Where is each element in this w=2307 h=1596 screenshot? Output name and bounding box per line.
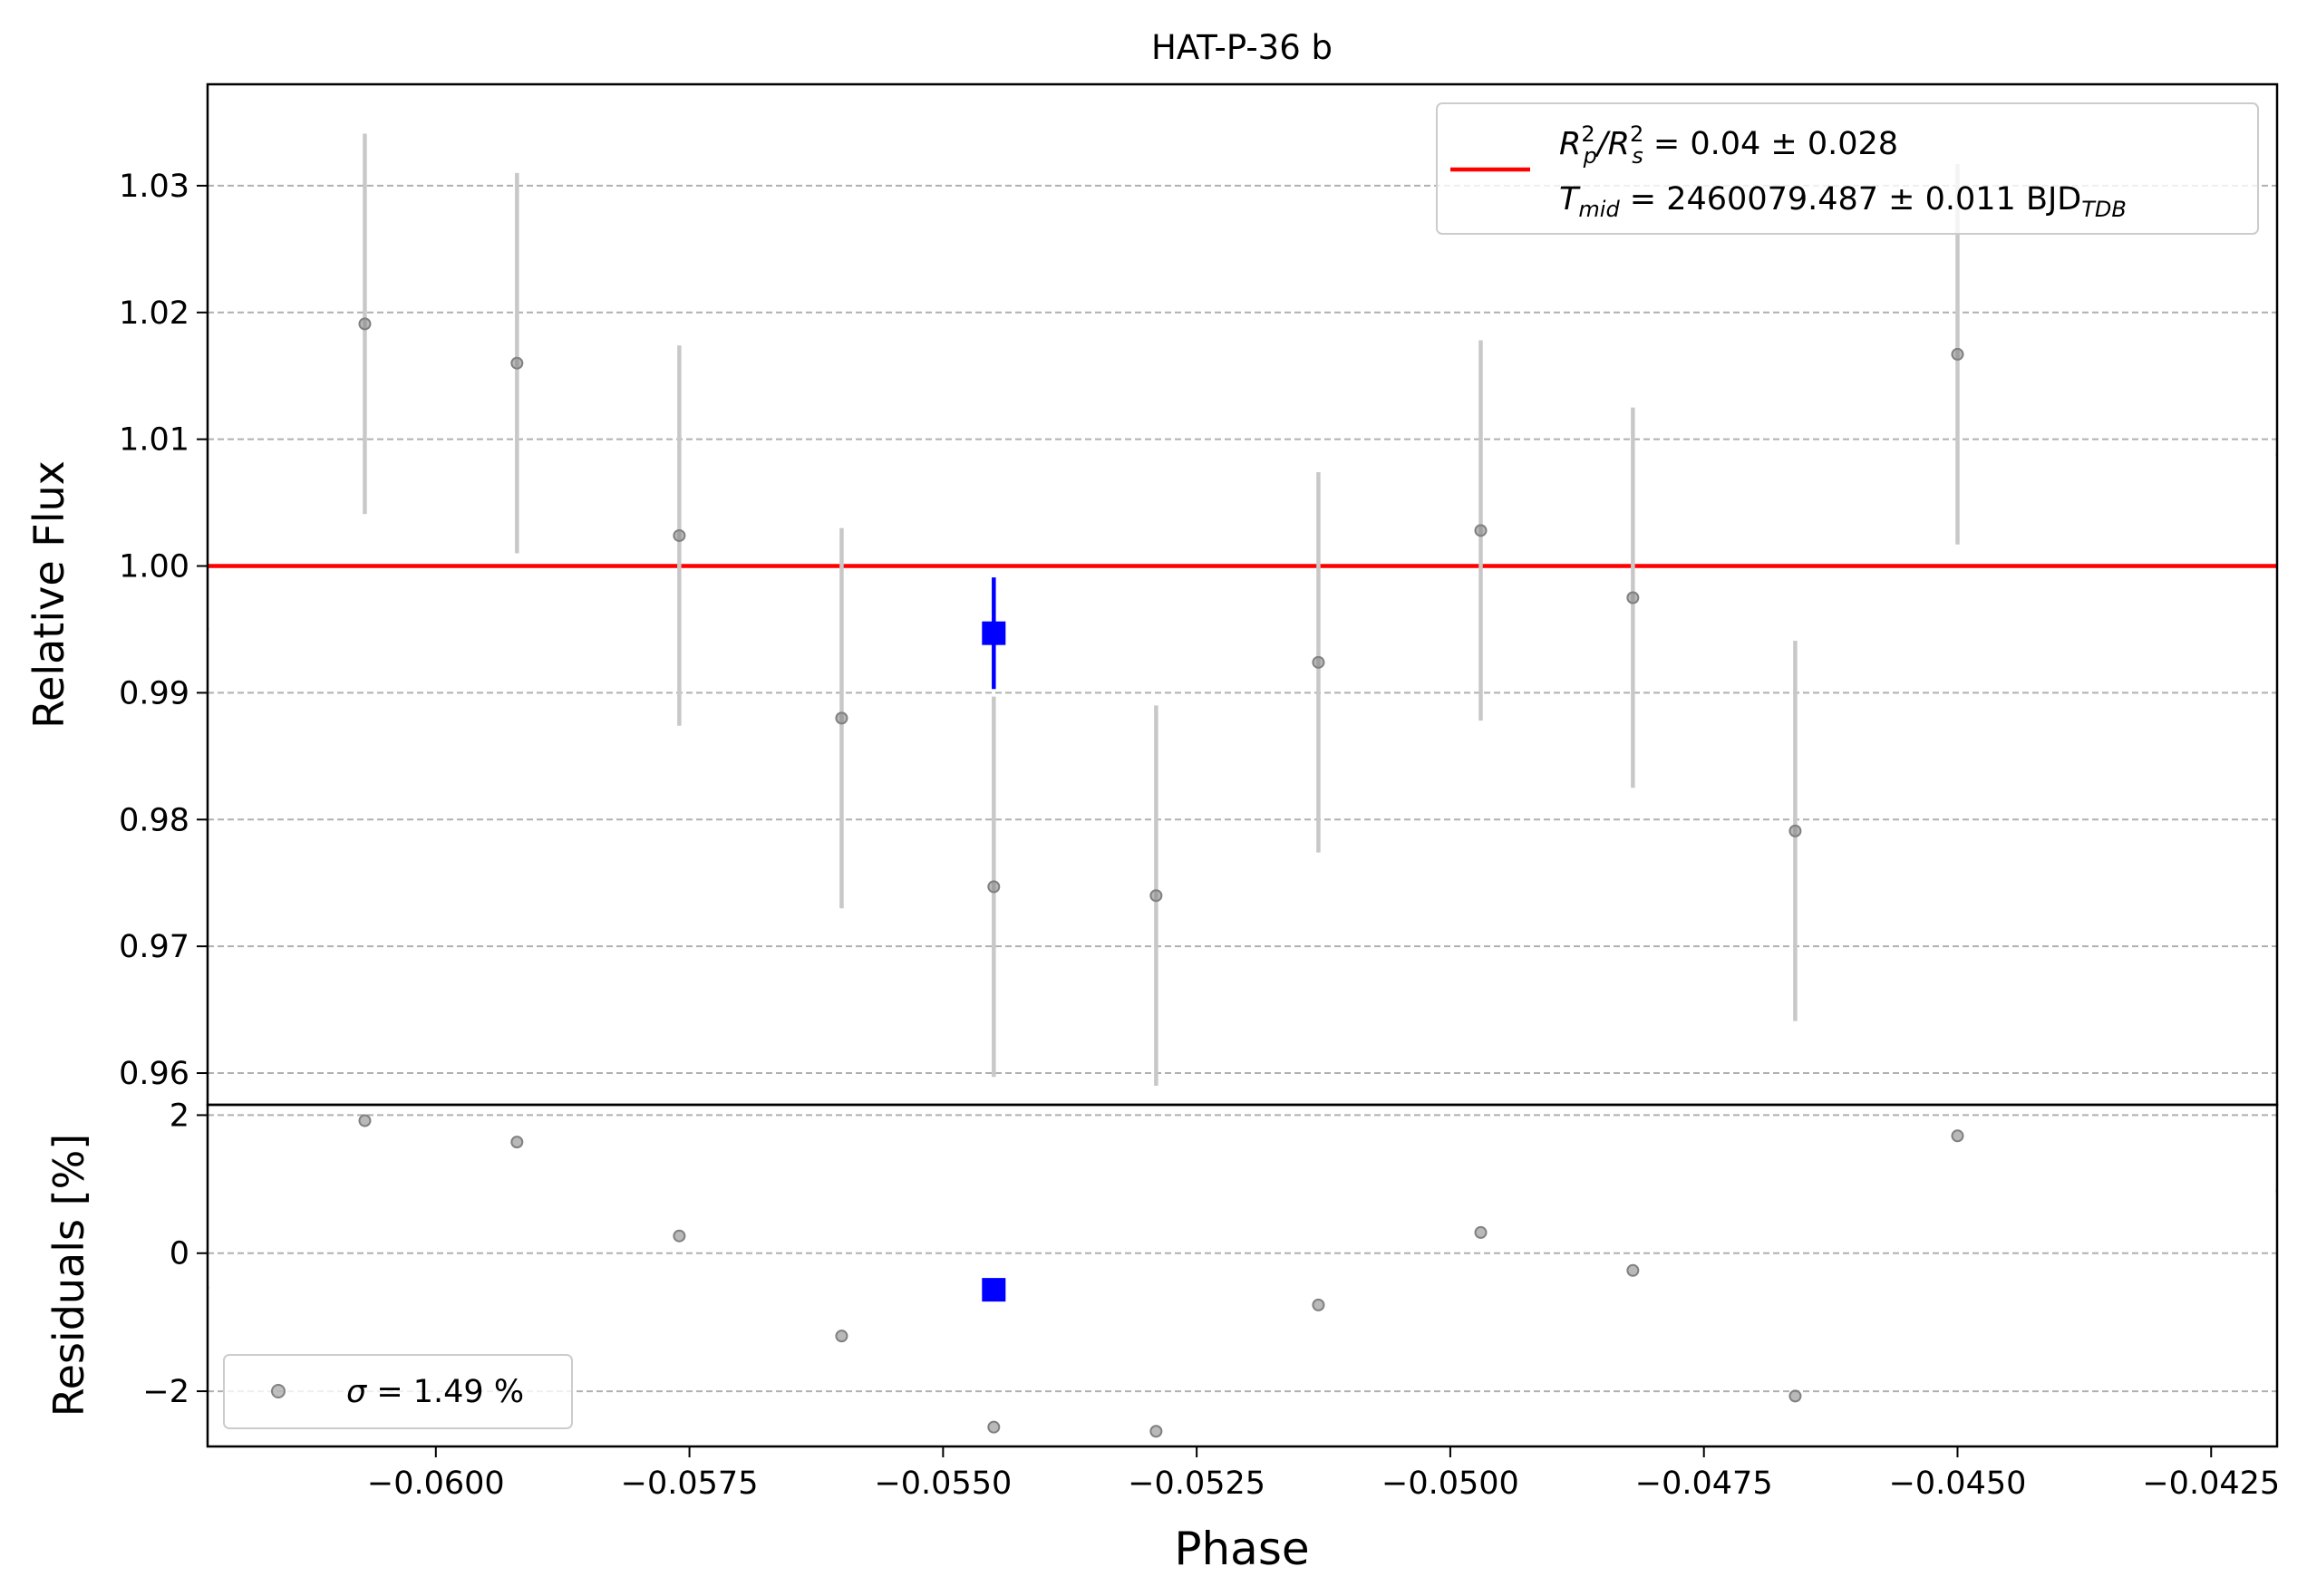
binned-flux <box>982 577 1006 690</box>
phase-xtick-label: −0.0550 <box>874 1465 1012 1502</box>
residuals-ylabel: Residuals [%] <box>44 1134 93 1417</box>
phase-xtick-label: −0.0475 <box>1635 1465 1773 1502</box>
residual-point <box>358 1114 372 1127</box>
residuals-panel: −2 0 2 −0.0600 −0.0575 −0.0550 −0.0525 −0.0500… <box>44 1098 2280 1575</box>
flux-yticks: 0.96 0.97 0.98 0.99 1.00 1.01 1.02 1.03 <box>119 169 208 1092</box>
flux-point <box>835 711 848 725</box>
residuals-ytick-label: 2 <box>170 1098 189 1134</box>
binned-residual-point <box>982 1278 1006 1302</box>
flux-point <box>358 317 372 331</box>
sigma-legend-label: σ = 1.49 % <box>346 1374 524 1410</box>
residual-point <box>1788 1389 1802 1403</box>
legend-box <box>1436 102 2259 235</box>
flux-ytick-label: 0.99 <box>119 675 189 711</box>
legend-rp-rs: R2 p/R2 s = 0.04 ± 0.028 <box>1559 121 1898 169</box>
residual-points <box>208 1114 2277 1438</box>
binned-residuals <box>982 1278 1006 1302</box>
flux-ytick-label: 1.02 <box>119 295 189 332</box>
phase-xtick-label: −0.0425 <box>2142 1465 2280 1502</box>
sigma-legend-marker <box>271 1384 286 1398</box>
phase-xtick-label: −0.0600 <box>367 1465 505 1502</box>
flux-point <box>1788 824 1802 837</box>
residuals-xticks: −0.0600 −0.0575 −0.0550 −0.0525 −0.0500 −0.04… <box>367 1446 2280 1502</box>
flux-point <box>673 528 686 542</box>
phase-xtick-label: −0.0575 <box>621 1465 759 1502</box>
binned-flux-point <box>982 621 1006 645</box>
residuals-ytick-label: −2 <box>142 1374 189 1410</box>
flux-point <box>1626 591 1640 605</box>
flux-point <box>1149 889 1163 903</box>
flux-ytick-label: 0.97 <box>119 929 189 965</box>
flux-point <box>987 880 1001 894</box>
flux-ytick-label: 0.98 <box>119 802 189 838</box>
residual-point <box>2275 1186 2277 1195</box>
residuals-yticks: −2 0 2 <box>142 1098 208 1410</box>
flux-point <box>1951 347 1964 361</box>
flux-point <box>208 625 209 634</box>
flux-point <box>2275 450 2277 459</box>
residual-point <box>673 1229 686 1243</box>
residual-point <box>1312 1298 1325 1311</box>
residual-point <box>208 1283 209 1292</box>
phase-xtick-label: −0.0525 <box>1128 1465 1265 1502</box>
residual-point <box>1951 1129 1964 1143</box>
residual-point <box>1626 1263 1640 1277</box>
flux-points <box>208 317 2277 903</box>
residual-point <box>1474 1225 1488 1239</box>
residuals-legend: σ = 1.49 % <box>223 1354 573 1429</box>
flux-legend: R2 p/R2 s = 0.04 ± 0.028 Tmid = 2460079.48… <box>1436 102 2259 235</box>
flux-point <box>1474 524 1488 537</box>
flux-ytick-label: 0.96 <box>119 1056 189 1092</box>
chart-title: HAT-P-36 b <box>1151 28 1333 67</box>
residual-point <box>510 1136 524 1149</box>
residuals-axes-frame <box>206 1103 2279 1448</box>
residual-point <box>987 1420 1001 1434</box>
flux-errorbars <box>363 133 1960 1087</box>
residual-point <box>1149 1425 1163 1438</box>
flux-point <box>510 356 524 370</box>
phase-xlabel: Phase <box>1174 1523 1309 1575</box>
flux-ytick-label: 1.03 <box>119 169 189 205</box>
flux-ylabel: Relative Flux <box>24 460 73 729</box>
flux-point <box>1312 655 1325 669</box>
phase-xtick-label: −0.0450 <box>1889 1465 2027 1502</box>
sigma-legend-box <box>223 1354 573 1429</box>
flux-panel: 0.96 0.97 0.98 0.99 1.00 1.01 1.02 1.03 Relativ… <box>24 82 2279 1107</box>
flux-ytick-label: 1.00 <box>119 549 189 585</box>
phase-xtick-label: −0.0500 <box>1381 1465 1519 1502</box>
residuals-gridlines <box>208 1114 2277 1393</box>
residual-point <box>835 1330 848 1343</box>
flux-ytick-label: 1.01 <box>119 422 189 459</box>
legend-tmid: Tmid = 2460079.487 ± 0.011 BJDTDB <box>1559 181 2127 222</box>
residuals-ytick-label: 0 <box>170 1236 189 1272</box>
